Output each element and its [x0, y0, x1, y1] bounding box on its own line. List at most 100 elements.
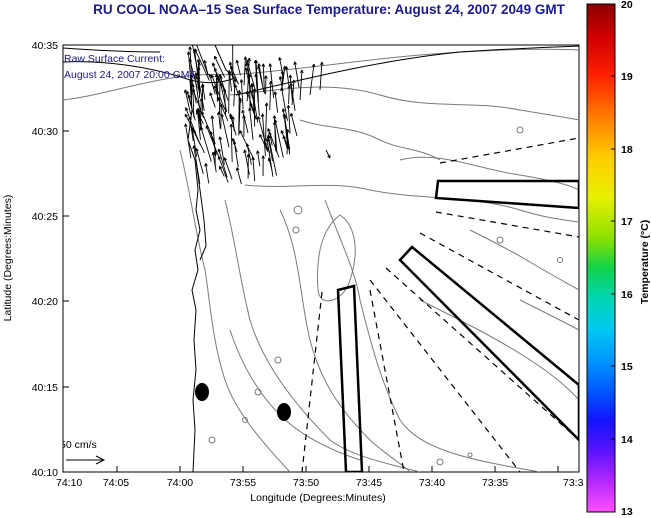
current-vector-head — [219, 75, 223, 79]
site-marker-west — [195, 383, 209, 401]
current-vector — [217, 97, 229, 122]
bathymetry-contour-9 — [399, 156, 579, 191]
current-vector-head — [214, 55, 218, 59]
current-vector-head — [289, 74, 293, 78]
current-vector-head — [283, 135, 286, 139]
current-vector — [199, 98, 202, 130]
current-vector-head — [249, 102, 253, 106]
current-vector — [185, 107, 200, 142]
bathymetry-spot-3 — [496, 236, 504, 244]
current-vector — [283, 113, 289, 149]
current-vector-head — [205, 163, 208, 167]
current-vector — [246, 59, 256, 91]
current-vector-head — [262, 63, 266, 67]
current-vector — [236, 60, 241, 76]
current-vector-head — [246, 143, 250, 147]
current-vector — [191, 127, 198, 157]
current-vector-head — [239, 130, 243, 133]
current-vector-head — [293, 79, 296, 84]
colorbar-tick-label: 18 — [621, 144, 633, 156]
bathymetry-spot-2 — [292, 226, 300, 234]
current-vector — [188, 94, 193, 110]
bathymetry-spot-10 — [242, 417, 248, 423]
current-vector — [238, 97, 241, 136]
bathymetry-spots — [208, 126, 563, 466]
current-vector-head — [238, 90, 242, 94]
current-vector-head — [284, 65, 287, 70]
current-vector-head — [279, 76, 283, 80]
current-vector-head — [245, 56, 248, 60]
current-vector — [233, 78, 236, 107]
current-vector-head — [233, 141, 237, 145]
lane-ambrose-east — [434, 179, 579, 210]
current-vector-head — [313, 63, 316, 68]
current-vector — [246, 62, 250, 81]
current-vector-head — [236, 167, 240, 171]
bathymetry-contours — [63, 48, 579, 472]
current-vector-head — [192, 41, 194, 44]
current-vector-head — [245, 67, 248, 71]
bathymetry-contour-12 — [469, 229, 579, 291]
colorbar-tick-label: 13 — [621, 506, 633, 518]
bathymetry-spot-7 — [208, 436, 216, 444]
current-vector-head — [265, 75, 268, 79]
bathymetry-spot-4 — [516, 126, 524, 134]
current-vector-head — [273, 115, 277, 119]
current-vector-head — [197, 110, 200, 115]
tss-line-1 — [439, 137, 579, 164]
colorbar-title: Temperature (°C) — [639, 220, 651, 305]
current-vector-head — [251, 84, 254, 88]
y-tick-label: 40:30 — [32, 126, 58, 138]
current-vector — [223, 88, 227, 115]
current-vector — [187, 51, 193, 96]
current-vector — [230, 124, 233, 162]
current-vector — [220, 83, 228, 113]
current-vector — [201, 111, 216, 145]
current-vector-head — [202, 84, 205, 88]
current-vector-head — [269, 63, 273, 67]
current-vector-head — [230, 123, 234, 128]
current-vector — [257, 150, 261, 167]
current-vector-head — [244, 149, 247, 153]
current-vector-head — [195, 41, 197, 43]
current-vector-head — [194, 75, 198, 79]
current-vector — [265, 102, 268, 141]
current-vector — [197, 111, 201, 140]
current-vector — [309, 63, 315, 96]
current-vector-head — [321, 61, 324, 66]
current-vector-head — [184, 89, 188, 93]
bathymetry-contour-6 — [279, 209, 411, 472]
colorbar-tick-label: 15 — [621, 361, 633, 373]
current-vector — [197, 76, 205, 111]
current-vector-head — [259, 134, 263, 137]
map-plot-area — [62, 44, 580, 473]
x-tick-label: 74:10 — [56, 477, 82, 489]
current-vector — [281, 87, 288, 121]
current-vector-head — [264, 142, 268, 145]
current-vector-head — [281, 87, 284, 91]
colorbar-tick-label: 16 — [621, 289, 633, 301]
x-tick-label: 73:35 — [482, 477, 508, 489]
current-vector — [196, 45, 209, 76]
current-vector-head — [282, 108, 286, 112]
current-vector-head — [198, 66, 201, 71]
temperature-colorbar: 20 19 18 17 16 15 14 13 Temperature (°C) — [586, 0, 651, 518]
current-vector — [280, 130, 291, 152]
current-vector-head — [220, 83, 223, 87]
current-vector — [205, 163, 210, 184]
current-vector-head — [232, 116, 235, 120]
current-vector-head — [204, 59, 207, 63]
current-vector-head — [287, 104, 291, 109]
current-vector — [319, 61, 323, 91]
current-vector — [284, 115, 291, 155]
current-vector — [249, 107, 254, 140]
bathymetry-contour-4 — [179, 149, 291, 472]
current-vector-head — [248, 57, 251, 62]
x-tick-label: 73:45 — [356, 477, 382, 489]
current-vector-head — [230, 65, 234, 69]
current-vector-head — [257, 116, 261, 120]
current-vector — [218, 156, 229, 183]
current-vector — [274, 119, 284, 158]
current-vector-head — [185, 123, 188, 127]
x-tick-label: 73:50 — [293, 477, 319, 489]
